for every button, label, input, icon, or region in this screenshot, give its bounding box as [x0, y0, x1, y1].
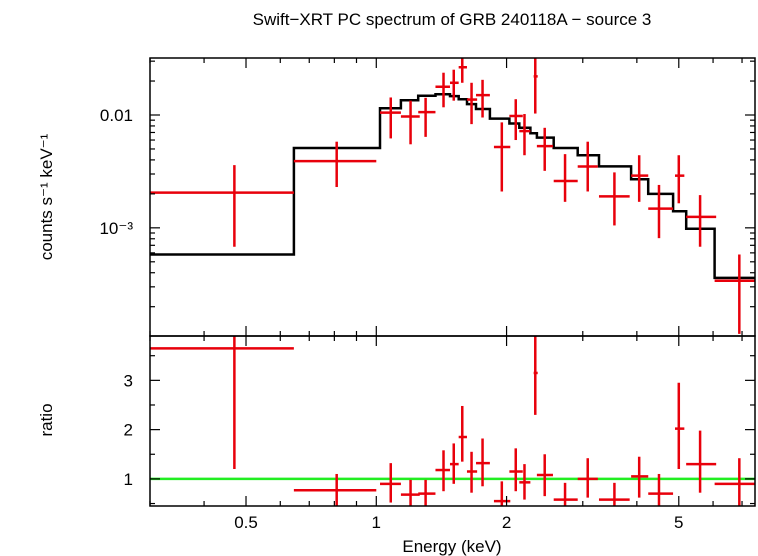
data-point [435, 72, 450, 108]
data-point [533, 58, 538, 114]
ratio-frame [149, 335, 756, 507]
data-point [449, 69, 459, 101]
data-point [449, 443, 459, 484]
data-point [519, 114, 531, 156]
data-point [293, 473, 377, 506]
y-tick-label: 3 [124, 371, 133, 390]
x-tick-label: 0.5 [234, 513, 258, 532]
data-point [150, 165, 294, 247]
model-step-line [150, 92, 755, 280]
data-point [577, 141, 598, 192]
chart-title: Swift−XRT PC spectrum of GRB 240118A − s… [253, 10, 652, 29]
data-point [631, 456, 649, 498]
data-point [400, 479, 420, 506]
data-point [400, 100, 420, 145]
y-tick-label: 10⁻³ [99, 219, 133, 238]
x-tick-label: 5 [674, 513, 683, 532]
data-point [714, 458, 755, 506]
ratio-panel [150, 336, 755, 506]
data-point [519, 464, 531, 500]
x-tick-label: 2 [502, 513, 511, 532]
data-point [686, 430, 717, 493]
data-point [380, 463, 401, 503]
data-point [150, 336, 294, 470]
data-point [714, 254, 755, 334]
data-point [435, 450, 450, 492]
data-point [466, 82, 478, 125]
data-point [509, 99, 523, 141]
data-point [493, 122, 511, 192]
data-point [648, 184, 674, 239]
spectrum-panel [150, 58, 755, 334]
spectrum-y-axis-label: counts s⁻¹ keV⁻¹ [37, 133, 56, 260]
data-point [476, 79, 490, 118]
data-point [418, 479, 436, 506]
plot-frames: 0.5 1 2 5 10⁻³ 0.01 1 2 3 [99, 57, 756, 532]
data-point [686, 195, 717, 247]
data-point [466, 451, 478, 493]
data-point [380, 97, 401, 139]
data-point [458, 58, 467, 83]
data-point [509, 448, 523, 492]
y-tick-label: 1 [124, 470, 133, 489]
data-point [293, 141, 377, 188]
x-axis-label: Energy (keV) [402, 537, 501, 556]
data-point [418, 97, 436, 137]
data-point [493, 481, 511, 506]
data-point [648, 473, 674, 506]
data-point [458, 405, 467, 462]
data-point [553, 482, 578, 506]
data-point [553, 154, 578, 202]
data-point [598, 172, 630, 226]
data-point [631, 155, 649, 202]
data-point [533, 336, 538, 415]
data-point [598, 482, 630, 506]
ratio-y-axis-label: ratio [37, 403, 56, 436]
data-point [536, 454, 553, 497]
y-tick-label: 0.01 [100, 106, 133, 125]
y-tick-label: 2 [124, 421, 133, 440]
x-tick-label: 1 [372, 513, 381, 532]
data-point [674, 382, 685, 470]
data-point [577, 458, 598, 498]
data-point [476, 438, 490, 487]
data-point [536, 127, 553, 171]
data-point [674, 155, 685, 204]
